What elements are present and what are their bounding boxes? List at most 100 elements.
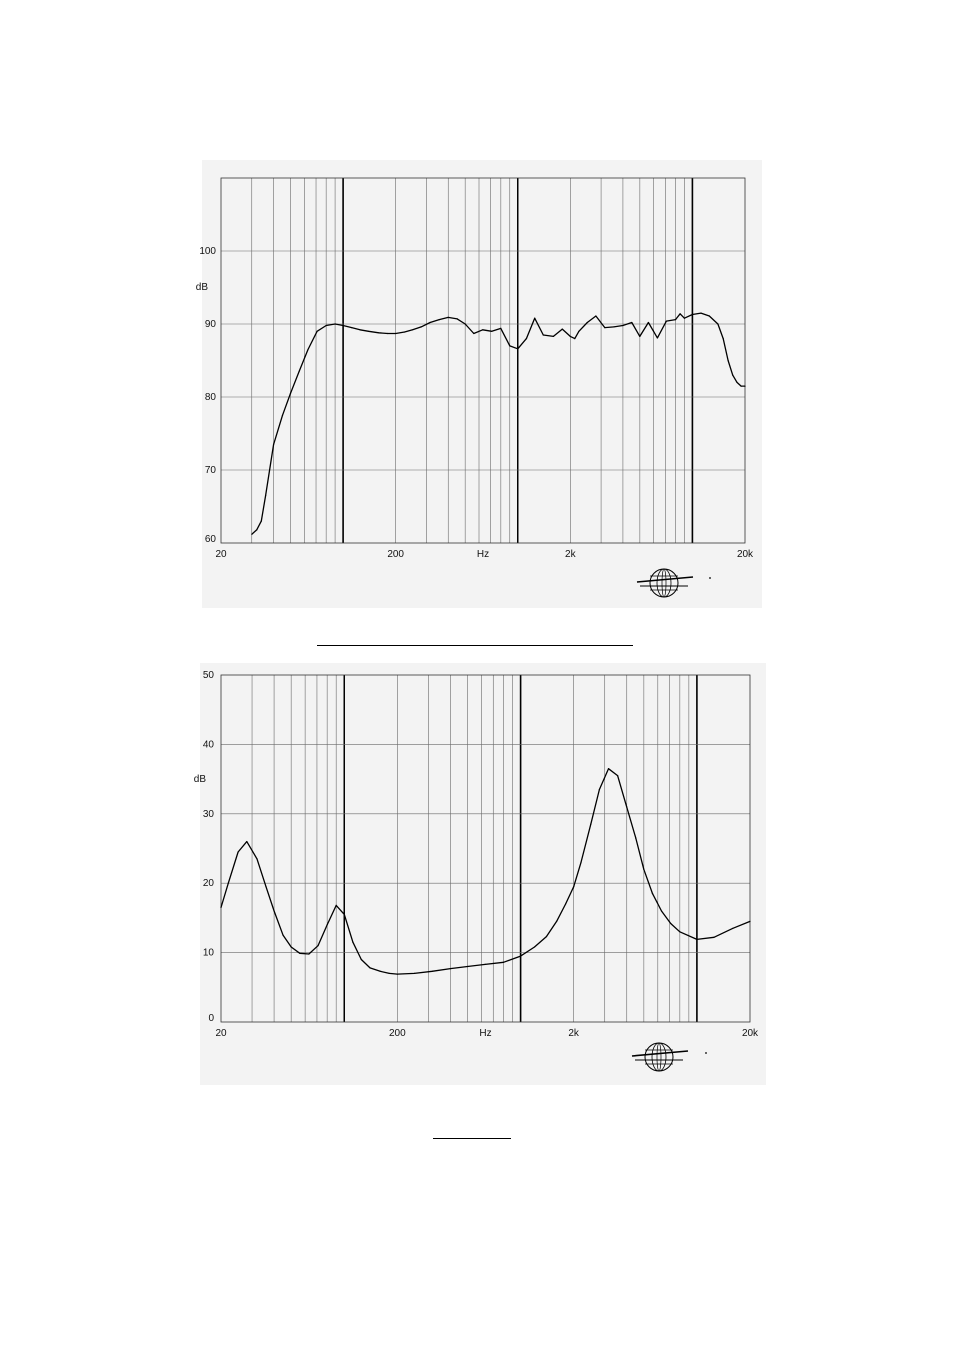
bk-logo-part [651,1042,667,1072]
data-point [351,327,353,329]
y-tick-label: 50 [203,670,215,681]
data-point [308,953,310,955]
data-point [717,323,719,325]
bk-logo-part [631,1050,689,1057]
y-tick-label: 70 [205,465,217,476]
data-point [727,359,729,362]
x-tick-label: 200 [387,549,404,560]
response-curve-line [220,768,751,975]
data-point [326,924,328,926]
data-point [352,941,354,943]
data-point [447,316,449,318]
data-point [413,972,415,975]
data-point [265,886,267,888]
separator-rule [317,645,633,646]
data-point [607,768,610,770]
data-point [368,330,370,332]
data-point [679,931,681,933]
data-point [466,965,469,968]
bk-logo-part [705,1052,707,1054]
y-tick-label: 10 [203,948,215,959]
data-point [316,330,318,332]
data-point [220,906,222,909]
data-point [387,332,389,335]
data-point [732,374,734,376]
data-point [552,335,555,337]
y-tick-label: 0 [208,1013,214,1024]
data-point [613,326,615,328]
data-point [660,910,663,912]
y-tick-label: 20 [203,878,215,889]
y-tick-label: 100 [199,246,216,257]
data-point [598,788,601,791]
data-point [334,323,336,325]
y-tick-label: 90 [205,319,217,330]
data-point [722,338,724,340]
data-point [545,936,548,938]
data-point [679,313,681,315]
data-point [256,529,258,531]
data-point [643,868,645,870]
x-tick-label: 20 [215,1028,227,1039]
data-point [298,370,300,373]
data-point [378,332,380,334]
data-point [412,329,414,331]
data-point [482,329,484,331]
data-point [534,317,536,319]
data-point [273,910,275,912]
bk-logo-part [656,568,672,598]
data-point [556,920,558,923]
data-point [395,332,397,335]
data-point [700,312,702,314]
bk-logo [631,1042,707,1072]
data-point [227,882,229,884]
data-point [569,335,571,337]
data-point [542,334,544,336]
data-point [631,321,633,324]
y-tick-label: 40 [203,739,215,750]
plot-frame [220,674,751,1023]
bk-logo-part [709,577,711,579]
data-point [360,958,362,961]
data-point [299,952,301,954]
data-point [578,330,580,332]
data-point [696,938,698,941]
data-point [369,967,371,969]
bk-logo-part [649,568,679,598]
data-point [317,945,319,947]
data-point [580,861,582,864]
data-point [586,321,588,324]
data-point [484,963,486,966]
data-point [290,946,292,948]
chart-panel-bottom [200,663,766,1085]
data-point [251,533,253,535]
data-point [520,955,522,957]
data-point [533,946,536,948]
data-point [573,886,575,888]
bk-logo [636,568,711,598]
response-curve-line [251,312,745,535]
data-point [651,893,654,895]
data-point [260,520,262,522]
data-point [388,972,390,975]
data-point [647,321,650,324]
data-point [691,313,694,316]
data-point [500,327,502,329]
data-point [683,317,686,319]
data-point [574,338,576,340]
data-point [237,851,239,853]
data-point [502,961,505,963]
data-point [325,324,327,327]
bk-logo-part [644,1042,674,1072]
data-point [617,775,619,777]
data-point [622,324,624,327]
data-point [590,823,592,825]
data-point [265,495,267,497]
data-point [246,841,248,843]
y-axis-label: dB [196,282,209,293]
data-point [509,345,511,347]
data-point [565,903,567,905]
data-point [595,315,597,317]
data-point [525,338,528,340]
